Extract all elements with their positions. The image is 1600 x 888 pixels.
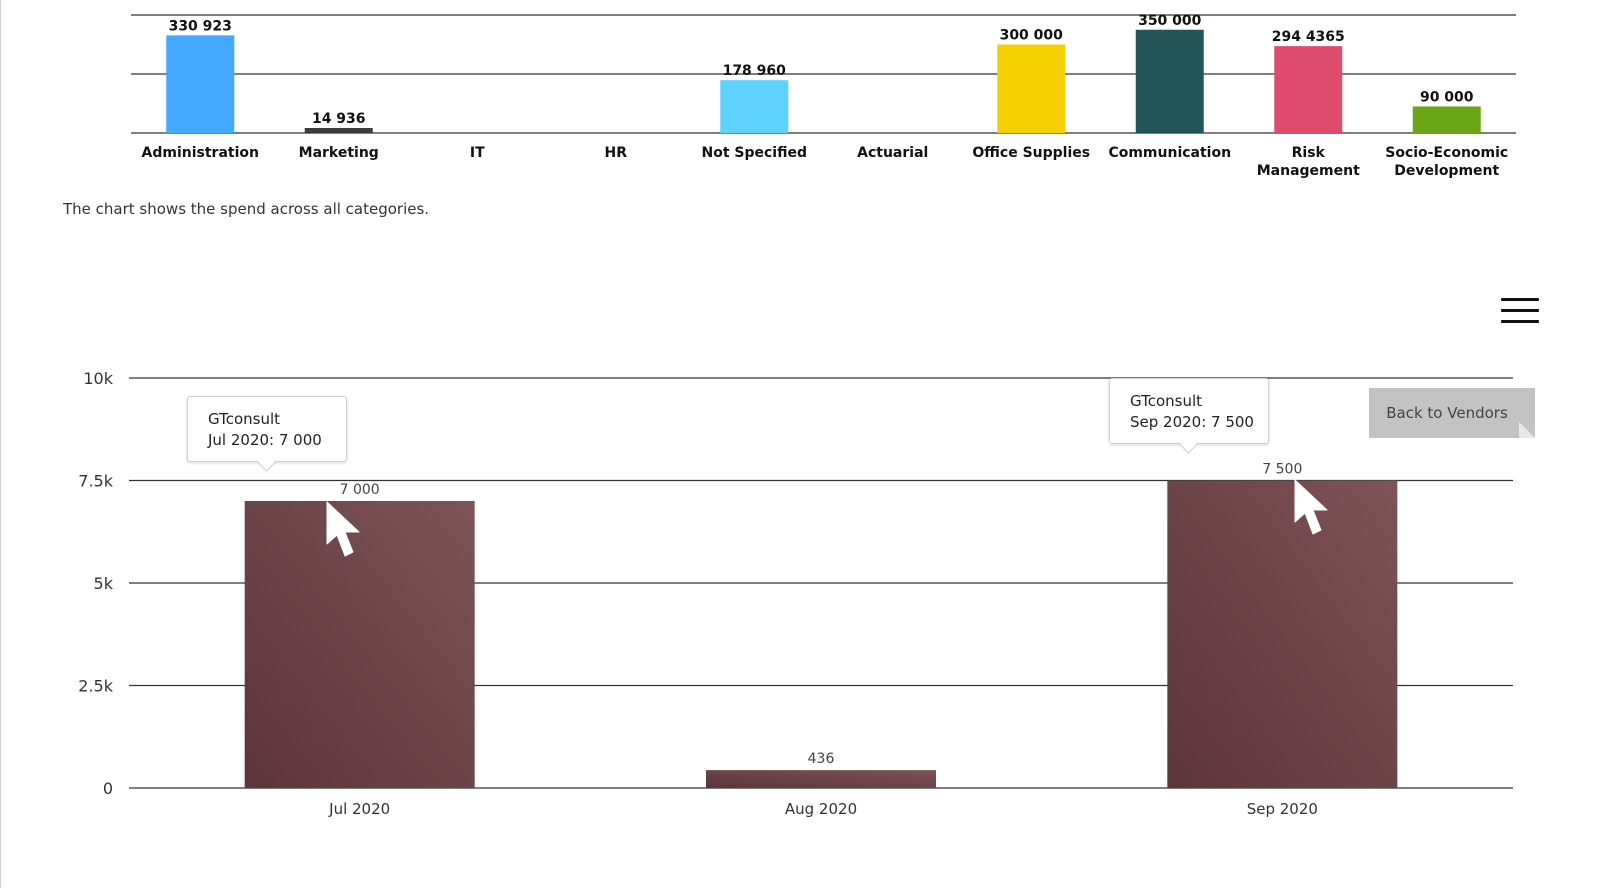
vendor-monthly-spend-chart: 0 2.5k 5k 7.5k 10k 7 000 Jul 2020 436 Aug 2020 7 … [78, 369, 1513, 818]
y-tick-label: 5k [94, 574, 114, 593]
tooltip-jul-2020: GTconsult Jul 2020: 7 000 [187, 396, 347, 462]
category-label: Office Supplies [972, 145, 1090, 161]
category-bar [720, 80, 789, 133]
category-bar [997, 44, 1066, 133]
tooltip-vendor-name: GTconsult [1130, 392, 1203, 410]
data-label: 300 000 [1000, 28, 1064, 44]
tooltip-value: Jul 2020: 7 000 [208, 431, 322, 449]
x-tick-label: Sep 2020 [1247, 800, 1318, 818]
data-label: 330 923 [169, 18, 232, 34]
data-label: 90 000 [1420, 89, 1474, 105]
category-spend-chart: 330 923 Administration 14 936 Marketing IT HR… [131, 13, 1516, 179]
y-tick-label: 7.5k [78, 472, 113, 491]
data-label: 7 000 [340, 482, 380, 498]
month-bar [244, 501, 475, 788]
category-label: IT [470, 145, 485, 161]
y-tick-label: 0 [103, 779, 113, 798]
x-tick-label: Aug 2020 [785, 800, 857, 818]
mouse-pointer-icon [326, 501, 360, 557]
category-label: Administration [142, 145, 259, 161]
category-label: Development [1394, 163, 1499, 179]
data-label: 436 [808, 751, 835, 767]
y-tick-label: 2.5k [78, 677, 113, 696]
tooltip-sep-2020: GTconsult Sep 2020: 7 500 [1109, 378, 1269, 444]
data-label: 294 4365 [1272, 29, 1345, 45]
y-tick-label: 10k [83, 369, 113, 388]
category-label: Communication [1108, 145, 1231, 161]
tooltip-value: Sep 2020: 7 500 [1130, 413, 1254, 431]
category-label: Not Specified [702, 145, 808, 161]
x-tick-label: Jul 2020 [328, 800, 390, 818]
mouse-pointer-icon [1294, 479, 1328, 535]
category-label: Marketing [299, 145, 379, 161]
tooltip-vendor-name: GTconsult [208, 410, 281, 428]
category-label: Risk [1292, 145, 1326, 161]
category-bar [1412, 106, 1481, 133]
category-label: HR [605, 145, 628, 161]
category-label: Actuarial [857, 145, 928, 161]
category-bar [166, 35, 235, 133]
back-to-vendors-button[interactable]: Back to Vendors [1369, 388, 1535, 438]
data-label: 14 936 [312, 111, 366, 127]
category-label: Socio-Economic [1385, 145, 1508, 161]
data-label: 178 960 [723, 63, 787, 79]
category-bar [1135, 29, 1204, 133]
category-label: Management [1257, 163, 1360, 179]
month-bar [1167, 480, 1398, 788]
category-bar [304, 128, 373, 133]
data-label: 7 500 [1262, 462, 1302, 478]
category-bar [1274, 46, 1343, 133]
hamburger-menu-icon[interactable] [1501, 298, 1539, 324]
month-bar [706, 770, 936, 788]
chart-caption: The chart shows the spend across all cat… [63, 200, 430, 218]
data-label: 350 000 [1138, 13, 1202, 29]
